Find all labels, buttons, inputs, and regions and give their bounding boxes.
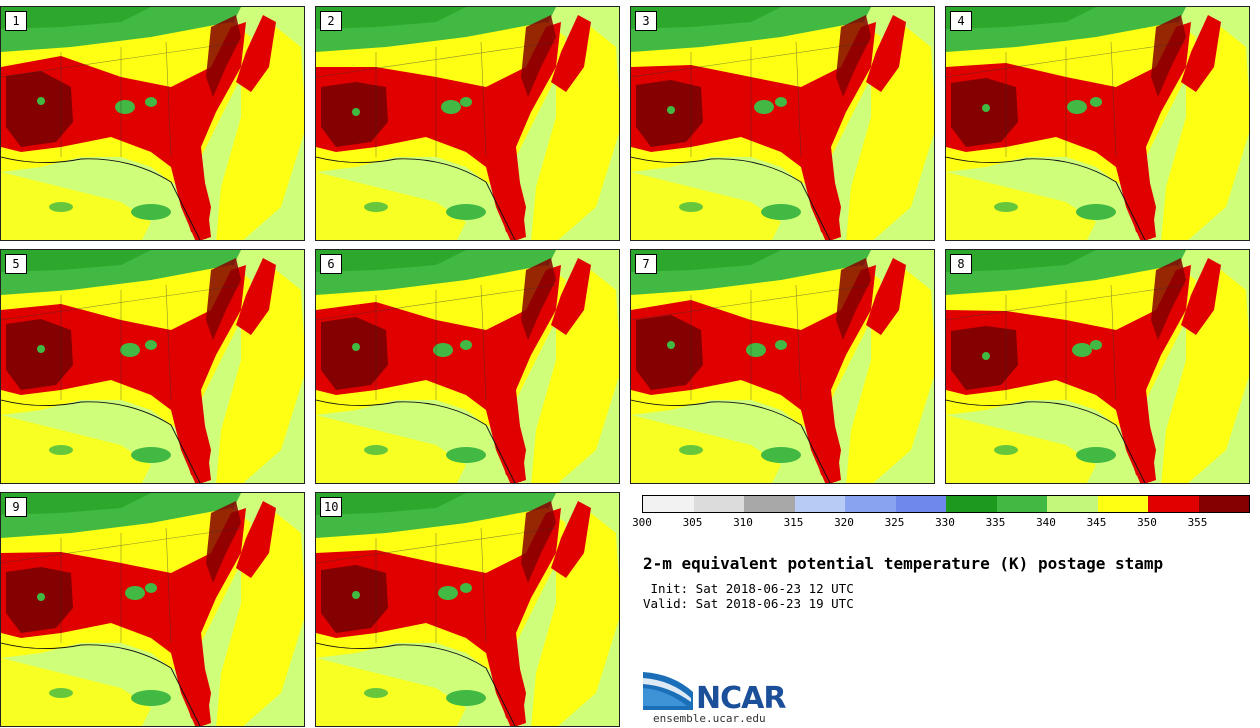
member-panel[interactable]: 10: [315, 492, 620, 727]
member-label: 7: [635, 254, 657, 274]
colorbar-segment: [744, 496, 795, 512]
colorbar-segment: [693, 496, 744, 512]
map-field: [316, 493, 619, 726]
ncar-logo-icon: [643, 672, 693, 710]
logo-name: NCAR: [696, 681, 786, 716]
map-field: [316, 250, 619, 483]
colorbar-tick-label: 320: [834, 516, 854, 529]
colorbar-tick-label: 310: [733, 516, 753, 529]
member-panel[interactable]: 8: [945, 249, 1250, 484]
map-field: [946, 250, 1249, 483]
member-label: 1: [5, 11, 27, 31]
colorbar-segment: [895, 496, 946, 512]
map-field: [1, 250, 304, 483]
colorbar-tick-label: 330: [935, 516, 955, 529]
valid-time: Valid: Sat 2018-06-23 19 UTC: [643, 596, 854, 611]
member-panel[interactable]: 9: [0, 492, 305, 727]
map-field: [1, 7, 304, 240]
map-field: [1, 493, 304, 726]
member-panel[interactable]: 4: [945, 6, 1250, 241]
colorbar-tick-label: 305: [682, 516, 703, 529]
logo-url[interactable]: ensemble.ucar.edu: [653, 712, 766, 725]
member-panel[interactable]: 5: [0, 249, 305, 484]
colorbar-tick-label: 300: [632, 516, 652, 529]
colorbar-segment: [996, 496, 1047, 512]
colorbar-segment: [1148, 496, 1199, 512]
colorbar-segment: [845, 496, 896, 512]
member-label: 4: [950, 11, 972, 31]
member-label: 3: [635, 11, 657, 31]
colorbar-segment: [1198, 496, 1249, 512]
map-field: [316, 7, 619, 240]
colorbar-segment: [1097, 496, 1148, 512]
member-label: 5: [5, 254, 27, 274]
map-field: [946, 7, 1249, 240]
colorbar-segment: [946, 496, 997, 512]
member-label: 6: [320, 254, 342, 274]
colorbar-tick-label: 355: [1187, 516, 1208, 529]
member-label: 10: [320, 497, 343, 517]
colorbar-tick-label: 335: [985, 516, 1006, 529]
member-panel[interactable]: 7: [630, 249, 935, 484]
member-panel[interactable]: 1: [0, 6, 305, 241]
colorbar-segment: [1047, 496, 1098, 512]
colorbar-tick-label: 345: [1086, 516, 1107, 529]
map-field: [631, 7, 934, 240]
map-field: [631, 250, 934, 483]
member-panel[interactable]: 6: [315, 249, 620, 484]
colorbar: [642, 495, 1250, 513]
page-title: 2-m equivalent potential temperature (K)…: [643, 554, 1164, 573]
colorbar-segment: [794, 496, 845, 512]
init-time: Init: Sat 2018-06-23 12 UTC: [643, 581, 854, 596]
colorbar-tick-label: 340: [1036, 516, 1056, 529]
member-label: 8: [950, 254, 972, 274]
colorbar-segment: [643, 496, 694, 512]
member-label: 9: [5, 497, 27, 517]
member-panel[interactable]: 3: [630, 6, 935, 241]
member-label: 2: [320, 11, 342, 31]
colorbar-tick-label: 315: [783, 516, 804, 529]
colorbar-tick-label: 325: [884, 516, 905, 529]
colorbar-tick-label: 350: [1137, 516, 1157, 529]
member-panel[interactable]: 2: [315, 6, 620, 241]
